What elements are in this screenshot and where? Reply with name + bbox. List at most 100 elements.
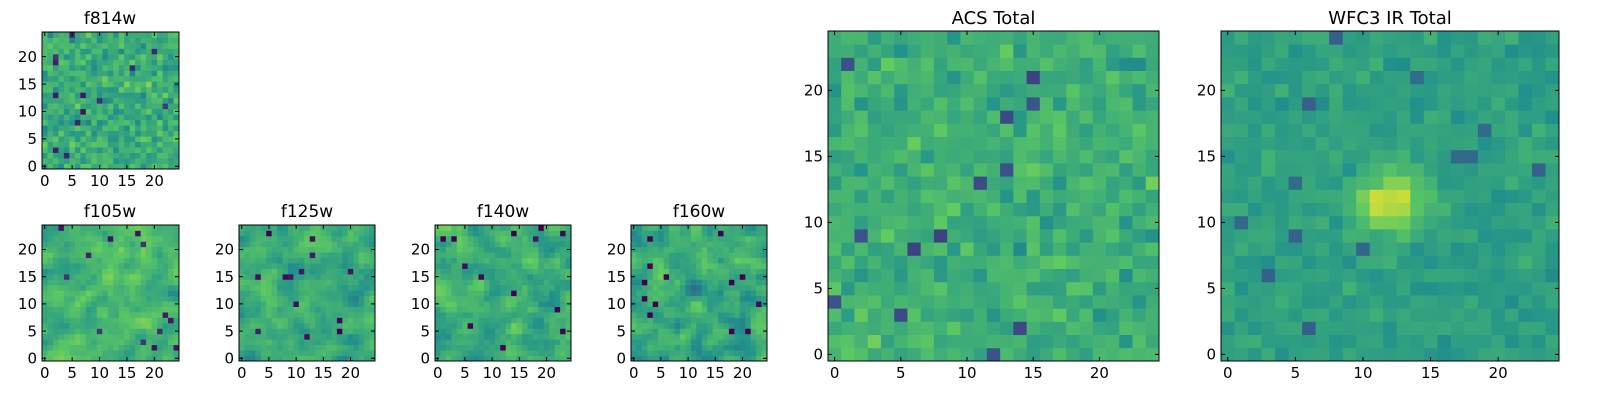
heatmap-cell — [1026, 163, 1041, 177]
heatmap-cell — [1092, 281, 1107, 296]
heatmap-cell — [565, 279, 572, 286]
heatmap-cell — [1119, 31, 1133, 45]
heatmap-cell — [473, 268, 479, 275]
heatmap-cell — [331, 263, 338, 269]
heatmap-cell — [47, 339, 54, 346]
heatmap-cell — [658, 312, 665, 318]
heatmap-cell — [663, 230, 670, 237]
heatmap-cell — [641, 273, 648, 280]
heatmap-cell — [1423, 110, 1438, 124]
heatmap-cell — [244, 328, 251, 335]
heatmap-cell — [249, 350, 256, 356]
heatmap-cell — [69, 322, 76, 329]
heatmap-cell — [1545, 176, 1560, 190]
heatmap-cell — [1119, 149, 1133, 164]
heatmap-cell — [854, 321, 869, 335]
heatmap-cell — [1356, 110, 1371, 124]
heatmap-cell — [478, 263, 485, 269]
heatmap-cell — [1369, 268, 1384, 283]
heatmap-cell — [52, 284, 59, 291]
heatmap-cell — [358, 268, 365, 275]
heatmap-cell — [47, 108, 54, 115]
heatmap-cell — [1106, 57, 1120, 71]
x-tick-label: 20 — [145, 172, 164, 190]
heatmap-cell — [69, 147, 76, 153]
heatmap-cell — [527, 322, 534, 329]
heatmap-cell — [1261, 268, 1276, 283]
heatmap-cell — [58, 355, 65, 362]
heatmap-cell — [140, 279, 147, 286]
heatmap-cell — [102, 81, 109, 88]
heatmap-cell — [696, 257, 703, 264]
heatmap-cell — [1369, 57, 1384, 71]
heatmap-cell — [342, 284, 349, 291]
heatmap-cell — [973, 70, 988, 85]
heatmap-cell — [1545, 70, 1560, 85]
heatmap-cell — [293, 230, 300, 237]
heatmap-cell — [162, 279, 169, 286]
heatmap-cell — [841, 189, 855, 203]
heatmap-cell — [331, 333, 338, 340]
heatmap-cell — [647, 350, 654, 356]
heatmap-cell — [102, 125, 109, 132]
heatmap-cell — [63, 279, 70, 286]
x-tick-label: 5 — [67, 172, 77, 190]
heatmap-cell — [1221, 57, 1235, 71]
heatmap-cell — [1491, 295, 1506, 309]
heatmap-cells — [239, 225, 376, 362]
heatmap-cell — [1261, 136, 1276, 151]
heatmap-cell — [91, 301, 98, 307]
heatmap-cell — [1288, 281, 1303, 296]
heatmap-cell — [500, 263, 507, 269]
heatmap-cell — [652, 268, 659, 275]
heatmap-cell — [146, 257, 152, 264]
heatmap-cell — [1531, 44, 1546, 58]
heatmap-cell — [1013, 295, 1027, 309]
heatmap-cell — [1119, 229, 1133, 243]
heatmap-cell — [102, 306, 109, 313]
heatmap-cell — [113, 92, 120, 99]
heatmap-cell — [723, 252, 730, 259]
heatmap-cell — [63, 42, 70, 49]
heatmap-cell — [85, 252, 92, 259]
heatmap-cell — [298, 295, 305, 302]
heatmap-cell — [1013, 83, 1027, 98]
heatmap-cell — [124, 273, 131, 280]
heatmap-cell — [85, 328, 92, 335]
heatmap-cell — [162, 301, 169, 307]
heatmap-cell — [663, 339, 670, 346]
heatmap-cell — [1026, 215, 1041, 230]
heatmap-cell — [1092, 31, 1107, 45]
heatmap-cell — [1477, 334, 1492, 349]
heatmap-cell — [113, 125, 120, 132]
heatmap-cell — [74, 322, 81, 329]
heatmap-cell — [565, 241, 572, 248]
heatmap-cell — [1437, 57, 1452, 71]
heatmap-cell — [494, 339, 501, 346]
heatmap-cell — [1342, 136, 1357, 151]
heatmap-cell — [102, 92, 109, 99]
heatmap-cell — [47, 147, 54, 153]
heatmap-cell — [287, 241, 294, 248]
heatmap-cell — [1066, 31, 1080, 45]
heatmap-cell — [91, 268, 98, 275]
heatmap-cell — [47, 235, 54, 242]
heatmap-cell — [1504, 97, 1519, 111]
heatmap-cell — [745, 290, 752, 297]
heatmap-cell — [435, 306, 441, 313]
heatmap-cell — [456, 317, 463, 324]
heatmap-cell — [712, 252, 719, 259]
heatmap-cell — [554, 301, 561, 307]
heatmap-cell — [96, 86, 103, 93]
heatmap-cell — [96, 114, 103, 121]
heatmap-cell — [1066, 136, 1080, 151]
heatmap-cell — [750, 290, 757, 297]
heatmap-cell — [331, 322, 338, 329]
heatmap-cell — [647, 268, 654, 275]
heatmap-cell — [69, 273, 76, 280]
heatmap-cell — [140, 141, 147, 148]
heatmap-cell — [135, 70, 142, 77]
heatmap-cell — [494, 355, 501, 362]
heatmap-cell — [146, 328, 152, 335]
x-tick-label: 0 — [629, 364, 639, 382]
